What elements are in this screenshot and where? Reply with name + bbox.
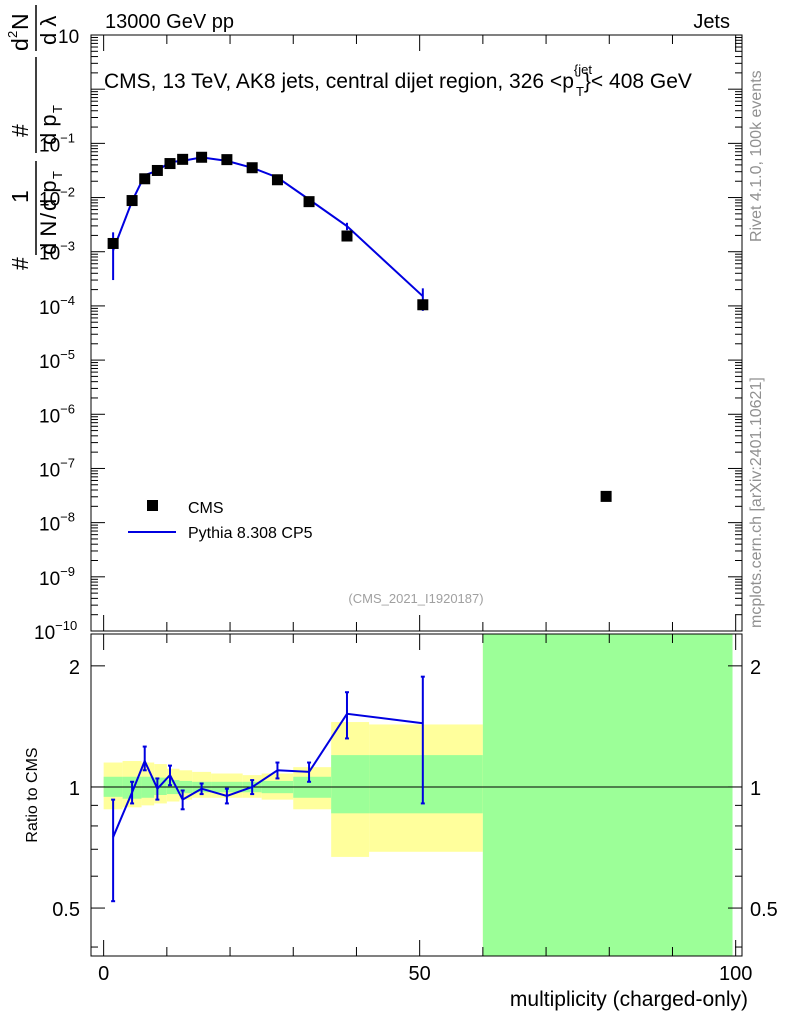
ratio-x-ticks: 0 50 100: [98, 634, 752, 985]
cms-data-series: [107, 151, 612, 502]
svg-text:#: #: [7, 124, 33, 137]
main-y-ticks: [91, 34, 742, 632]
ratio-y-tick-label-right: 0.5: [750, 899, 778, 921]
svg-text:d p: d p: [36, 114, 61, 145]
cms-data-point: [139, 173, 151, 185]
y-tick-label: 10−2: [39, 185, 75, 211]
cms-data-point: [177, 153, 189, 165]
ratio-panel: 0.5 0.5 1 1 2 2 0 50 100 Ratio to CMS multiplic…: [24, 633, 778, 1011]
x-tick-label: 0: [98, 963, 109, 985]
cms-data-point: [126, 195, 138, 207]
svg-text:N: N: [7, 13, 33, 30]
cms-data-point: [341, 230, 353, 242]
ratio-inner-band: [369, 755, 483, 814]
cms-data-point: [164, 158, 176, 170]
y-tick-label: 10−10: [34, 618, 77, 644]
y-tick-label: 10−3: [39, 239, 75, 265]
mcplots-label: mcplots.cern.ch [arXiv:2401.10621]: [748, 377, 765, 628]
svg-text:T: T: [50, 171, 65, 179]
ratio-y-tick-label-right: 2: [750, 657, 761, 679]
svg-text:d p: d p: [36, 180, 61, 211]
legend-pythia-label: Pythia 8.308 CP5: [188, 525, 313, 542]
header-collider: 13000 GeV pp: [105, 11, 234, 33]
cms-data-point: [196, 151, 208, 163]
x-tick-label: 100: [719, 963, 752, 985]
legend-cms-label: CMS: [188, 500, 224, 517]
ratio-y-ticks: 0.5 0.5 1 1 2 2: [52, 657, 778, 948]
cms-data-point: [246, 162, 258, 174]
cms-data-point: [600, 490, 612, 502]
y-tick-label: 10−1: [39, 130, 75, 156]
ratio-y-tick-label-right: 1: [750, 778, 761, 800]
ratio-y-tick-label: 0.5: [52, 899, 80, 921]
y-tick-label: 10−4: [39, 293, 75, 319]
header-category: Jets: [693, 11, 730, 33]
main-y-axis-label: # 1 d N / d p T # d p T d 2 N d λ: [5, 5, 65, 270]
ratio-frame: [90, 633, 743, 957]
y-tick-label: 10−7: [39, 455, 75, 481]
svg-text:1: 1: [7, 190, 33, 203]
pythia-series: [112, 156, 424, 311]
main-x-ticks: [103, 35, 737, 631]
main-frame: [90, 34, 743, 632]
y-tick-label: 10−5: [39, 347, 75, 373]
cms-data-point: [221, 154, 233, 166]
pythia-line: [112, 156, 424, 297]
legend-cms-marker: [147, 500, 158, 511]
ratio-y-tick-label: 1: [69, 778, 80, 800]
cms-data-point: [107, 237, 119, 249]
svg-text:d: d: [7, 38, 33, 51]
svg-text:2: 2: [5, 31, 20, 38]
y-tick-label: 10: [58, 27, 79, 48]
cms-data-point: [271, 174, 283, 186]
cms-data-point: [417, 299, 429, 311]
svg-text:T: T: [50, 105, 65, 113]
ratio-inner-band: [482, 634, 733, 956]
y-tick-label: 10−8: [39, 510, 75, 536]
x-axis-label: multiplicity (charged-only): [510, 988, 748, 1011]
cms-data-point: [151, 164, 163, 176]
svg-text:d N: d N: [36, 221, 61, 255]
svg-text:/: /: [36, 212, 61, 219]
x-tick-label: 50: [409, 963, 431, 985]
ratio-inner-band: [331, 755, 370, 814]
y-tick-label: 10−9: [39, 564, 75, 590]
ratio-uncertainty-bands: [103, 634, 733, 956]
svg-text:d λ: d λ: [36, 16, 61, 45]
legend: CMS Pythia 8.308 CP5: [128, 500, 313, 542]
ratio-y-tick-label: 2: [69, 657, 80, 679]
svg-text:#: #: [7, 257, 33, 270]
main-panel: 10 10−1 10−2 10−3 10−4 10−5 10−6 10−7 10−8 10−9 10…: [5, 5, 743, 644]
ratio-pythia-series: [111, 675, 425, 903]
analysis-watermark: (CMS_2021_I1920187): [348, 591, 483, 606]
plot-title: CMS, 13 TeV, AK8 jets, central dijet reg…: [104, 62, 692, 99]
cms-data-point: [303, 196, 315, 208]
y-tick-label: 10−6: [39, 401, 75, 427]
main-y-tick-labels: 10 10−1 10−2 10−3 10−4 10−5 10−6 10−7 10−8 10−9 10…: [34, 27, 79, 644]
rivet-version-label: Rivet 4.1.0, 100k events: [748, 70, 765, 242]
ratio-y-axis-label: Ratio to CMS: [24, 747, 41, 842]
